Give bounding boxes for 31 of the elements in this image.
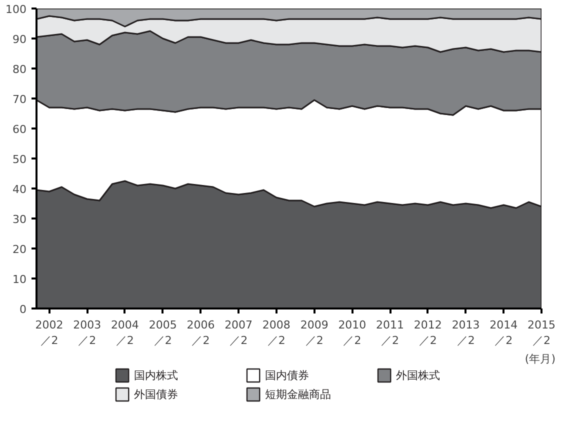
legend-label: 外国株式 <box>396 369 440 382</box>
x-tick-label: 2015 ／2 <box>528 318 556 348</box>
y-tick-label: 20 <box>12 243 27 256</box>
y-tick-label: 70 <box>12 93 27 106</box>
legend-label: 国内株式 <box>134 369 178 382</box>
x-tick-label: 2009 ／2 <box>300 318 328 348</box>
y-tick-label: 90 <box>12 33 27 46</box>
y-tick-label: 60 <box>12 123 27 136</box>
text: (年月) <box>524 352 556 366</box>
x-tick-label: 2005 ／2 <box>148 318 177 348</box>
x-tick-label: 2007 ／2 <box>224 318 253 348</box>
x-tick-label: 2010 ／2 <box>338 318 366 348</box>
y-tick-label: 40 <box>12 183 27 196</box>
legend-label: 外国債券 <box>134 388 178 401</box>
y-tick-label: 0 <box>20 303 26 316</box>
y-tick-label: 10 <box>12 273 27 286</box>
x-tick-label: 2012 ／2 <box>414 318 442 348</box>
x-tick-label: 2004 ／2 <box>110 318 139 348</box>
x-tick-label: 2013 ／2 <box>452 318 480 348</box>
x-tick-label: 2011 ／2 <box>376 318 404 348</box>
y-tick-label: 30 <box>12 213 27 226</box>
x-tick-label: 2002 ／2 <box>35 318 64 348</box>
x-tick-label: 2014 ／2 <box>490 318 518 348</box>
x-tick-label: 2008 ／2 <box>262 318 290 348</box>
y-tick-label: 80 <box>12 63 27 76</box>
legend-label: 国内債券 <box>265 369 310 382</box>
x-tick-label: 2003 ／2 <box>73 318 102 348</box>
x-tick-label: 2006 ／2 <box>186 318 215 348</box>
y-tick-label: 50 <box>12 153 27 166</box>
y-tick-label: 100 <box>6 3 27 16</box>
legend-label: 短期金融商品 <box>265 388 332 401</box>
